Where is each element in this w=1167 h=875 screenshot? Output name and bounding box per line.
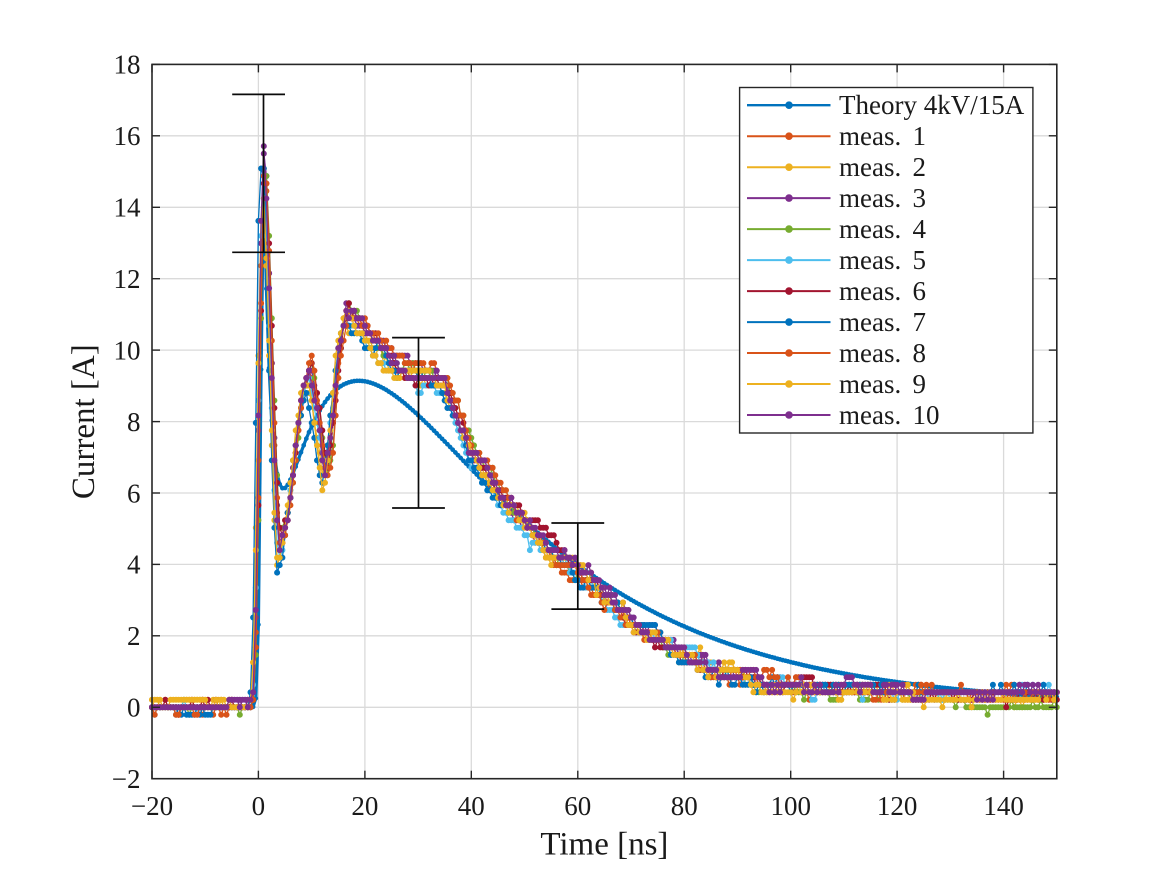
- svg-text:10: 10: [114, 335, 141, 365]
- svg-text:meas.: meas.: [839, 183, 901, 213]
- svg-text:Current [A]: Current [A]: [66, 344, 102, 499]
- svg-text:80: 80: [671, 791, 698, 821]
- svg-text:7: 7: [913, 307, 927, 337]
- svg-text:100: 100: [770, 791, 811, 821]
- svg-text:20: 20: [351, 791, 378, 821]
- svg-text:−2: −2: [112, 764, 141, 794]
- svg-text:2: 2: [127, 621, 141, 651]
- svg-text:meas.: meas.: [839, 338, 901, 368]
- svg-text:8: 8: [127, 407, 141, 437]
- svg-text:60: 60: [564, 791, 591, 821]
- svg-text:14: 14: [114, 193, 142, 223]
- svg-text:Time [ns]: Time [ns]: [540, 826, 668, 862]
- svg-text:meas.: meas.: [839, 214, 901, 244]
- svg-text:meas.: meas.: [839, 276, 901, 306]
- svg-text:12: 12: [114, 264, 141, 294]
- svg-text:−20: −20: [131, 791, 173, 821]
- svg-text:3: 3: [913, 183, 927, 213]
- svg-text:120: 120: [877, 791, 918, 821]
- svg-text:40: 40: [458, 791, 485, 821]
- svg-text:10: 10: [913, 400, 940, 430]
- svg-text:2: 2: [913, 152, 927, 182]
- svg-text:0: 0: [127, 693, 141, 723]
- svg-text:meas.: meas.: [839, 152, 901, 182]
- svg-text:Theory 4kV/15A: Theory 4kV/15A: [839, 90, 1025, 120]
- svg-text:meas.: meas.: [839, 245, 901, 275]
- svg-text:6: 6: [913, 276, 927, 306]
- svg-text:140: 140: [983, 791, 1024, 821]
- svg-text:6: 6: [127, 478, 141, 508]
- svg-text:4: 4: [127, 550, 141, 580]
- svg-text:meas.: meas.: [839, 121, 901, 151]
- svg-text:meas.: meas.: [839, 369, 901, 399]
- svg-text:0: 0: [252, 791, 266, 821]
- svg-text:meas.: meas.: [839, 400, 901, 430]
- svg-text:8: 8: [913, 338, 927, 368]
- svg-text:meas.: meas.: [839, 307, 901, 337]
- svg-text:18: 18: [114, 50, 141, 80]
- svg-text:4: 4: [913, 214, 927, 244]
- svg-text:9: 9: [913, 369, 927, 399]
- svg-text:1: 1: [913, 121, 927, 151]
- svg-text:16: 16: [114, 121, 141, 151]
- svg-text:5: 5: [913, 245, 927, 275]
